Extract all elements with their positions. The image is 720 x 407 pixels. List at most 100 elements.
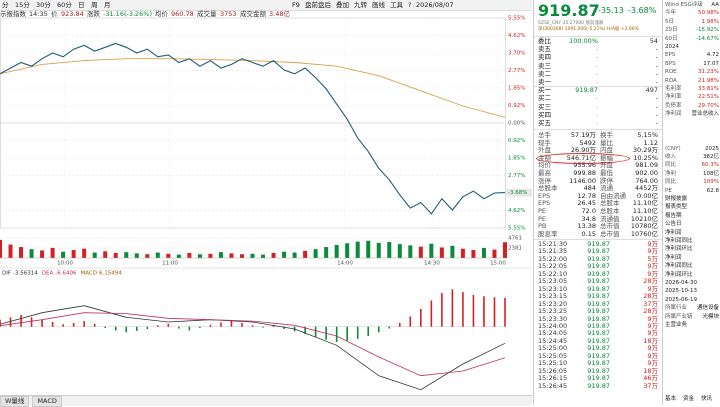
trade-time: 15:22:00	[538, 254, 568, 263]
side-tab[interactable]: 资金	[683, 396, 695, 402]
trade-time: 15:24:45	[538, 336, 568, 345]
volume-bar	[303, 250, 308, 258]
side-value: 21.98%	[698, 77, 719, 84]
info-field: 示报指数	[0, 10, 26, 18]
stat-value: 764.00	[635, 176, 658, 185]
volume-bar	[397, 244, 402, 258]
volume-tick-label: 4761	[508, 236, 522, 242]
toolbar-button[interactable]: 叠加	[336, 1, 349, 9]
book-price: 100.00%	[569, 37, 598, 45]
stat-label: 内盘	[600, 146, 613, 155]
toolbar-button[interactable]: 画线	[372, 1, 385, 9]
stat-value: 34.8	[581, 214, 596, 223]
stat-label: 外盘	[538, 146, 551, 155]
stat-value: 1.12	[643, 138, 658, 147]
info-field: -31.16(-3.26%)	[103, 10, 153, 18]
toolbar-button[interactable]: 60分	[57, 1, 72, 9]
trade-price: 919.87	[587, 247, 610, 256]
side-label: 2025-10-13	[665, 288, 697, 295]
toolbar-button[interactable]: 分	[2, 1, 9, 9]
volume-bar	[324, 247, 329, 258]
side-value: 108亿	[703, 170, 719, 177]
volume-bar	[29, 249, 34, 258]
toolbar-button[interactable]: 九转	[354, 1, 367, 9]
trade-price: 919.87	[587, 269, 610, 278]
side-label: BPS	[665, 60, 676, 67]
trade-volume: 9万	[647, 359, 658, 368]
side-value: 62.8	[706, 187, 719, 194]
volume-bar	[166, 253, 171, 258]
info-field: 3753	[220, 10, 237, 18]
x-tick-label: 14:00	[337, 261, 353, 267]
trade-time: 15:25:10	[538, 359, 568, 368]
stat-label: 换手	[600, 131, 613, 139]
info-field: 成交金额	[240, 10, 266, 18]
trade-time: 15:26:45	[538, 381, 568, 390]
side-label: 60日	[665, 35, 678, 42]
stat-value: 955.96	[573, 161, 596, 170]
toolbar-button[interactable]: 日	[78, 1, 85, 9]
toolbar-button[interactable]: ?	[408, 1, 412, 9]
trade-price: 919.87	[587, 307, 610, 316]
volume-bar	[239, 254, 244, 258]
side-value: 17.07	[703, 60, 719, 67]
info-field: 涨跌	[87, 10, 100, 18]
trade-time: 15:24:05	[538, 329, 568, 338]
y-tick-label: 2.77%	[508, 173, 525, 179]
stat-label: PE	[538, 214, 547, 223]
book-label: 卖一	[538, 78, 551, 86]
side-label: 主营业务	[665, 322, 688, 328]
side-label: Wind ESG评级	[665, 2, 703, 8]
volume-bar	[19, 247, 24, 258]
stat-label: 现手	[538, 138, 551, 147]
side-tab[interactable]: 快讯	[701, 396, 713, 402]
stat-label: 总股本	[600, 199, 620, 208]
info-field: 价	[51, 10, 58, 18]
side-label: 毛利率	[665, 86, 682, 92]
separator	[534, 86, 662, 87]
trade-time: 15:21:35	[538, 247, 568, 256]
trade-volume: 9万	[647, 314, 658, 323]
quote-panel: 919.87 -35.13 -3.68% SZSE_CNY 35.27000 盘前涨跌…	[533, 0, 662, 405]
trade-volume: 9万	[647, 284, 658, 293]
stat-value: 5.15%	[637, 131, 658, 139]
side-label: 收入	[665, 154, 677, 160]
y-tick-label: 0.92%	[508, 103, 525, 109]
toolbar-button[interactable]: F9	[292, 1, 300, 9]
volume-bar	[61, 251, 66, 258]
volume-bar	[134, 253, 139, 258]
book-label: 委比	[538, 37, 551, 45]
trade-volume: 28万	[643, 277, 658, 286]
side-label: 2026-04-30	[665, 280, 697, 286]
volume-bar	[0, 239, 2, 258]
trade-time: 15:21:30	[538, 240, 568, 248]
trade-price: 919.87	[587, 351, 610, 360]
dif-line	[0, 305, 506, 391]
toolbar-button[interactable]: 月	[104, 1, 111, 9]
trade-time: 15:24:00	[538, 321, 568, 330]
toolbar-button[interactable]: 30分	[36, 1, 51, 9]
toolbar-button[interactable]: 盘前盘后	[305, 1, 331, 9]
toolbar-button[interactable]: 工具	[390, 1, 403, 9]
toolbar-button[interactable]: 周	[91, 1, 98, 9]
trade-volume: 9万	[647, 247, 658, 256]
side-label: 净利润	[665, 254, 682, 261]
y-tick-label: 3.70%	[508, 51, 525, 57]
volume-bar	[145, 254, 150, 258]
volume-bar	[250, 253, 255, 258]
book-volume: -	[655, 78, 658, 86]
volume-bar	[271, 252, 276, 258]
book-price: 919.87	[575, 86, 598, 95]
toolbar-button[interactable]: 15分	[15, 1, 30, 9]
side-tab[interactable]: 基本	[665, 396, 677, 402]
side-label: 净利润同比	[665, 263, 693, 270]
trade-volume: 9万	[647, 344, 658, 353]
trade-price: 919.87	[587, 374, 610, 383]
toolbar-button[interactable]: 2026/08/07	[416, 1, 454, 9]
volume-bar	[355, 241, 360, 258]
trade-time: 15:22:05	[538, 262, 568, 271]
volume-bar	[261, 254, 266, 258]
volume-bar	[229, 253, 234, 258]
trade-volume: 9万	[647, 329, 658, 338]
side-label: 20日	[665, 27, 678, 34]
